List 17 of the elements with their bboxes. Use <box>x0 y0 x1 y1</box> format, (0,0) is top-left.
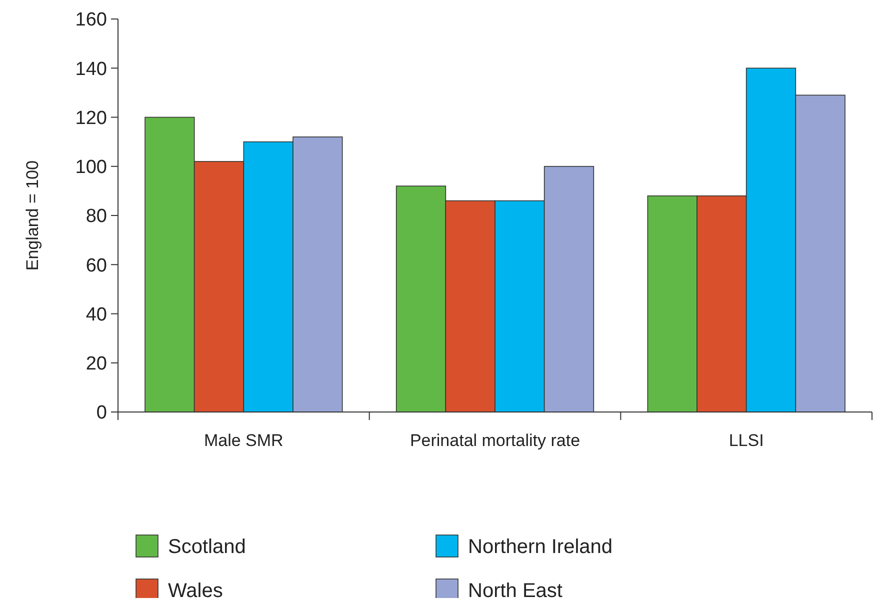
x-tick-label: LLSI <box>728 431 764 450</box>
legend-label: Scotland <box>168 536 246 558</box>
y-tick-label: 160 <box>75 10 107 31</box>
y-tick-label: 60 <box>86 255 107 276</box>
y-tick-label: 20 <box>86 354 107 375</box>
legend-label: North East <box>468 580 563 602</box>
y-tick-label: 40 <box>86 304 107 326</box>
y-tick-label: 80 <box>86 206 107 228</box>
legend-label: Northern Ireland <box>468 536 613 558</box>
y-tick-label: 100 <box>75 157 107 178</box>
x-tick-label: Perinatal mortality rate <box>410 431 580 450</box>
y-tick-label: 120 <box>75 108 107 129</box>
y-tick-label: 0 <box>96 402 107 424</box>
y-tick-label: 140 <box>75 58 107 80</box>
y-axis-title: England = 100 <box>23 160 42 271</box>
legend-label: Wales <box>168 580 223 602</box>
x-tick-label: Male SMR <box>204 431 284 450</box>
